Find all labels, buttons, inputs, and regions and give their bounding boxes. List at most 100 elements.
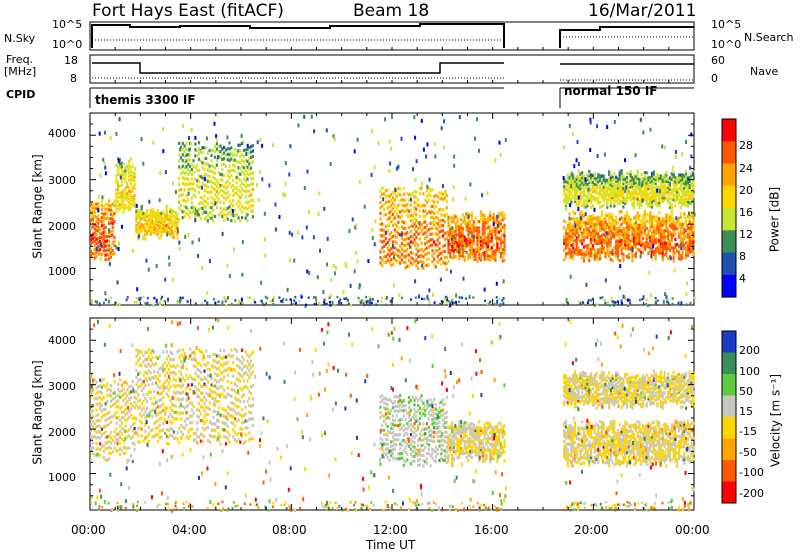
power-echo-cell: [117, 196, 120, 200]
power-echo-cell: [212, 197, 215, 201]
power-echo-cell: [100, 236, 103, 240]
power-echo-cell: [400, 236, 404, 240]
power-echo-cell: [162, 228, 165, 232]
power-echo-cell: [451, 255, 454, 259]
power-echo-cell: [478, 148, 480, 153]
velocity-echo-cell: [215, 399, 219, 403]
power-echo-cell: [181, 159, 184, 163]
power-echo-cell: [102, 301, 105, 305]
power-echo-cell: [483, 254, 486, 258]
power-echo-cell: [454, 226, 457, 230]
power-echo-cell: [661, 198, 664, 202]
velocity-echo-cell: [115, 416, 118, 420]
power-echo-cell: [109, 204, 112, 208]
power-echo-cell: [661, 144, 664, 149]
power-echo-cell: [631, 195, 634, 199]
power-echo-cell: [422, 226, 425, 230]
power-echo-cell: [659, 248, 663, 252]
power-echo-cell: [97, 229, 100, 233]
power-echo-cell: [413, 206, 416, 210]
power-echo-cell: [318, 191, 321, 196]
power-echo-cell: [102, 216, 105, 220]
power-echo-cell: [688, 238, 691, 242]
power-echo-cell: [192, 182, 195, 186]
power-echo-cell: [111, 252, 114, 256]
power-echo-cell: [487, 302, 490, 305]
power-echo-cell: [503, 230, 506, 234]
velocity-echo-cell: [137, 433, 140, 437]
power-echo-cell: [649, 218, 652, 222]
power-echo-cell: [481, 232, 484, 236]
power-echo-cell: [438, 241, 441, 245]
power-echo-cell: [370, 172, 373, 177]
power-echo-cell: [383, 229, 386, 233]
power-echo-cell: [683, 227, 686, 232]
power-echo-cell: [643, 177, 646, 181]
power-echo-cell: [205, 205, 208, 209]
power-echo-cell: [188, 216, 192, 220]
velocity-echo-cell: [165, 385, 168, 389]
power-echo-cell: [203, 205, 206, 209]
velocity-echo-cell: [133, 447, 136, 451]
power-echo-cell: [169, 209, 172, 213]
velocity-echo-cell: [176, 383, 179, 388]
power-echo-cell: [659, 223, 663, 227]
power-echo-cell: [212, 181, 215, 185]
power-echo-cell: [237, 205, 240, 209]
power-echo-cell: [124, 193, 127, 197]
velocity-echo-cell: [241, 348, 244, 352]
power-echo-cell: [188, 159, 192, 163]
power-echo-cell: [599, 193, 602, 197]
velocity-echo-cell: [205, 363, 208, 367]
velocity-echo-cell: [393, 419, 396, 423]
power-echo-cell: [420, 247, 423, 251]
power-echo-cell: [651, 192, 654, 196]
power-echo-cell: [483, 217, 486, 221]
power-echo-cell: [668, 218, 672, 222]
power-echo-cell: [604, 255, 607, 259]
power-echo-cell: [456, 233, 459, 237]
power-echo-cell: [670, 203, 673, 207]
power-echo-cell: [654, 253, 657, 257]
power-echo-cell: [117, 207, 120, 211]
power-echo-cell: [566, 243, 569, 247]
power-echo-cell: [586, 178, 589, 182]
power-echo-cell: [686, 178, 689, 183]
power-echo-cell: [685, 292, 688, 297]
power-echo-cell: [208, 180, 211, 184]
velocity-echo-cell: [210, 383, 213, 387]
power-echo-cell: [640, 203, 643, 207]
velocity-echo-cell: [379, 416, 382, 420]
power-echo-cell: [241, 181, 244, 185]
power-echo-cell: [599, 176, 602, 180]
power-echo-cell: [433, 240, 436, 244]
power-echo-cell: [221, 209, 224, 213]
power-echo-cell: [574, 189, 577, 194]
power-echo-cell: [237, 143, 240, 147]
power-echo-cell: [663, 173, 666, 177]
power-echo-cell: [135, 216, 138, 220]
power-echo-cell: [658, 176, 661, 180]
velocity-echo-cell: [147, 376, 150, 380]
power-echo-cell: [436, 211, 439, 215]
power-echo-cell: [219, 150, 222, 154]
power-echo-cell: [608, 238, 611, 242]
velocity-echo-cell: [187, 417, 190, 421]
velocity-echo-cell: [185, 404, 188, 408]
power-echo-cell: [242, 301, 245, 305]
power-echo-cell: [618, 191, 621, 195]
power-echo-cell: [388, 223, 391, 228]
velocity-echo-cell: [384, 442, 387, 446]
power-echo-cell: [93, 252, 96, 256]
power-echo-cell: [201, 302, 204, 305]
power-echo-cell: [611, 217, 614, 222]
velocity-echo-cell: [384, 432, 387, 436]
power-echo-cell: [117, 199, 120, 204]
velocity-echo-cell: [160, 435, 163, 439]
power-echo-cell: [206, 196, 209, 200]
power-echo-cell: [239, 161, 242, 165]
power-echo-cell: [318, 302, 321, 306]
power-echo-cell: [431, 232, 434, 236]
power-echo-cell: [668, 221, 672, 225]
power-echo-cell: [570, 178, 573, 182]
